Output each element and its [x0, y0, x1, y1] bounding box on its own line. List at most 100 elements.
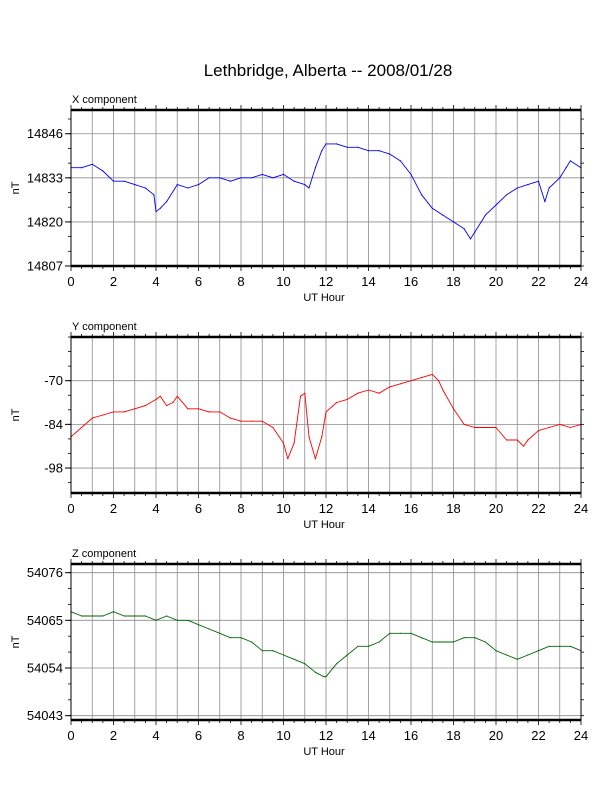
data-point: [282, 173, 285, 175]
data-point: [251, 641, 253, 643]
data-point: [208, 628, 210, 630]
data-point: [410, 632, 412, 634]
data-point: [159, 207, 161, 209]
data-point: [197, 624, 200, 626]
data-point: [166, 201, 168, 203]
data-point: [314, 167, 316, 169]
data-point: [91, 417, 93, 419]
data-point: [527, 184, 529, 186]
data-point: [219, 632, 221, 634]
data-point: [378, 150, 380, 152]
series-line-x-component: [71, 143, 582, 240]
data-point: [484, 426, 486, 429]
x-tick-label: 24: [574, 728, 588, 743]
data-point: [431, 373, 433, 375]
x-tick-label: 10: [276, 728, 290, 743]
data-point: [336, 143, 338, 145]
data-point: [155, 619, 157, 621]
x-tick-label: 16: [404, 728, 418, 743]
y-tick-label: 54076: [27, 565, 63, 580]
data-point: [102, 170, 104, 172]
data-point: [176, 395, 178, 397]
x-tick-label: 24: [574, 274, 588, 289]
data-point: [240, 637, 242, 639]
x-axis-label: UT Hour: [303, 292, 345, 304]
data-point: [229, 180, 231, 182]
data-point: [240, 420, 242, 422]
data-point: [367, 389, 370, 391]
x-tick-label: 10: [276, 501, 290, 516]
x-tick-label: 20: [489, 728, 503, 743]
data-point: [287, 458, 289, 460]
data-point: [442, 641, 444, 643]
data-point: [548, 645, 550, 647]
data-point: [389, 632, 391, 634]
data-point: [537, 180, 540, 182]
x-tick-label: 8: [237, 274, 244, 289]
data-point: [431, 207, 433, 209]
data-point: [410, 173, 412, 175]
data-point: [357, 645, 359, 647]
data-point: [144, 615, 146, 617]
data-point: [144, 405, 146, 407]
data-point: [346, 398, 348, 400]
data-point: [559, 645, 561, 647]
data-point: [251, 177, 253, 179]
data-point: [452, 641, 455, 643]
x-tick-label: 16: [404, 501, 418, 516]
data-point: [91, 615, 93, 617]
data-point: [527, 654, 529, 656]
data-point: [112, 611, 115, 613]
data-point: [484, 641, 486, 643]
data-point: [367, 150, 370, 152]
data-point: [516, 439, 518, 441]
data-point: [367, 645, 370, 647]
data-point: [229, 417, 231, 419]
data-point: [197, 184, 200, 186]
data-point: [166, 405, 168, 407]
data-point: [389, 386, 391, 388]
data-point: [134, 184, 136, 186]
x-tick-label: 8: [237, 728, 244, 743]
x-axis-label: UT Hour: [303, 746, 345, 758]
data-point: [299, 395, 302, 397]
x-tick-label: 14: [361, 274, 375, 289]
page-title: Lethbridge, Alberta -- 2008/01/28: [204, 61, 453, 80]
data-point: [261, 173, 263, 175]
x-tick-label: 4: [152, 728, 159, 743]
x-tick-label: 4: [152, 274, 159, 289]
data-point: [219, 177, 221, 179]
x-tick-label: 6: [195, 274, 202, 289]
data-point: [559, 177, 561, 179]
data-point: [304, 184, 306, 186]
data-point: [325, 411, 327, 413]
data-point: [323, 676, 325, 678]
data-point: [565, 167, 567, 169]
x-tick-label: 6: [195, 501, 202, 516]
x-tick-label: 20: [489, 501, 503, 516]
data-point: [544, 201, 546, 203]
panel-x-subtitle: X component: [72, 94, 137, 106]
data-point: [155, 211, 157, 213]
x-tick-label: 12: [319, 501, 333, 516]
data-point: [166, 615, 168, 617]
data-point: [537, 430, 540, 432]
data-point: [102, 615, 104, 617]
data-point: [325, 143, 327, 145]
x-tick-label: 0: [67, 274, 74, 289]
data-point: [282, 442, 285, 444]
data-point: [569, 160, 572, 162]
data-point: [431, 641, 433, 643]
data-point: [304, 663, 306, 665]
data-point: [421, 637, 423, 639]
data-point: [506, 654, 508, 656]
data-point: [197, 408, 200, 410]
data-point: [452, 221, 455, 223]
data-point: [144, 187, 146, 189]
x-tick-label: 0: [67, 728, 74, 743]
data-point: [240, 177, 242, 179]
y-axis-label: nT: [10, 635, 22, 648]
data-point: [293, 658, 295, 660]
